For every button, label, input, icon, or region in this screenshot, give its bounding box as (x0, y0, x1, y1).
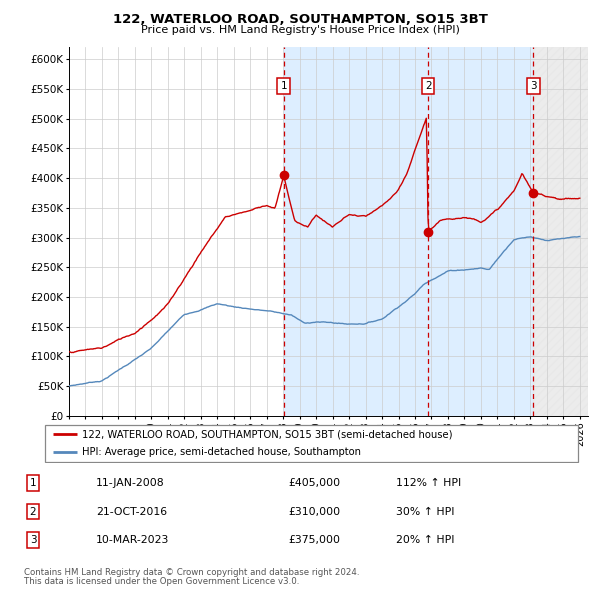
Text: £405,000: £405,000 (288, 478, 340, 488)
Text: 1: 1 (29, 478, 37, 488)
Text: 21-OCT-2016: 21-OCT-2016 (96, 507, 167, 516)
Bar (533, 47, 588, 416)
Text: This data is licensed under the Open Government Licence v3.0.: This data is licensed under the Open Gov… (24, 577, 299, 586)
Text: 2: 2 (425, 81, 431, 91)
Text: 2: 2 (29, 507, 37, 516)
Text: 3: 3 (29, 535, 37, 545)
Text: 122, WATERLOO ROAD, SOUTHAMPTON, SO15 3BT (semi-detached house): 122, WATERLOO ROAD, SOUTHAMPTON, SO15 3B… (83, 430, 453, 440)
Text: 3: 3 (530, 81, 537, 91)
Text: Price paid vs. HM Land Registry's House Price Index (HPI): Price paid vs. HM Land Registry's House … (140, 25, 460, 35)
Text: £310,000: £310,000 (288, 507, 340, 516)
Text: 11-JAN-2008: 11-JAN-2008 (96, 478, 164, 488)
Text: 112% ↑ HPI: 112% ↑ HPI (396, 478, 461, 488)
Bar (284, 47, 533, 416)
Text: 122, WATERLOO ROAD, SOUTHAMPTON, SO15 3BT: 122, WATERLOO ROAD, SOUTHAMPTON, SO15 3B… (113, 13, 487, 26)
Text: 10-MAR-2023: 10-MAR-2023 (96, 535, 169, 545)
Text: HPI: Average price, semi-detached house, Southampton: HPI: Average price, semi-detached house,… (83, 447, 361, 457)
Text: 30% ↑ HPI: 30% ↑ HPI (396, 507, 455, 516)
Text: 1: 1 (280, 81, 287, 91)
Text: £375,000: £375,000 (288, 535, 340, 545)
Text: 20% ↑ HPI: 20% ↑ HPI (396, 535, 455, 545)
Text: Contains HM Land Registry data © Crown copyright and database right 2024.: Contains HM Land Registry data © Crown c… (24, 568, 359, 577)
FancyBboxPatch shape (45, 425, 578, 461)
